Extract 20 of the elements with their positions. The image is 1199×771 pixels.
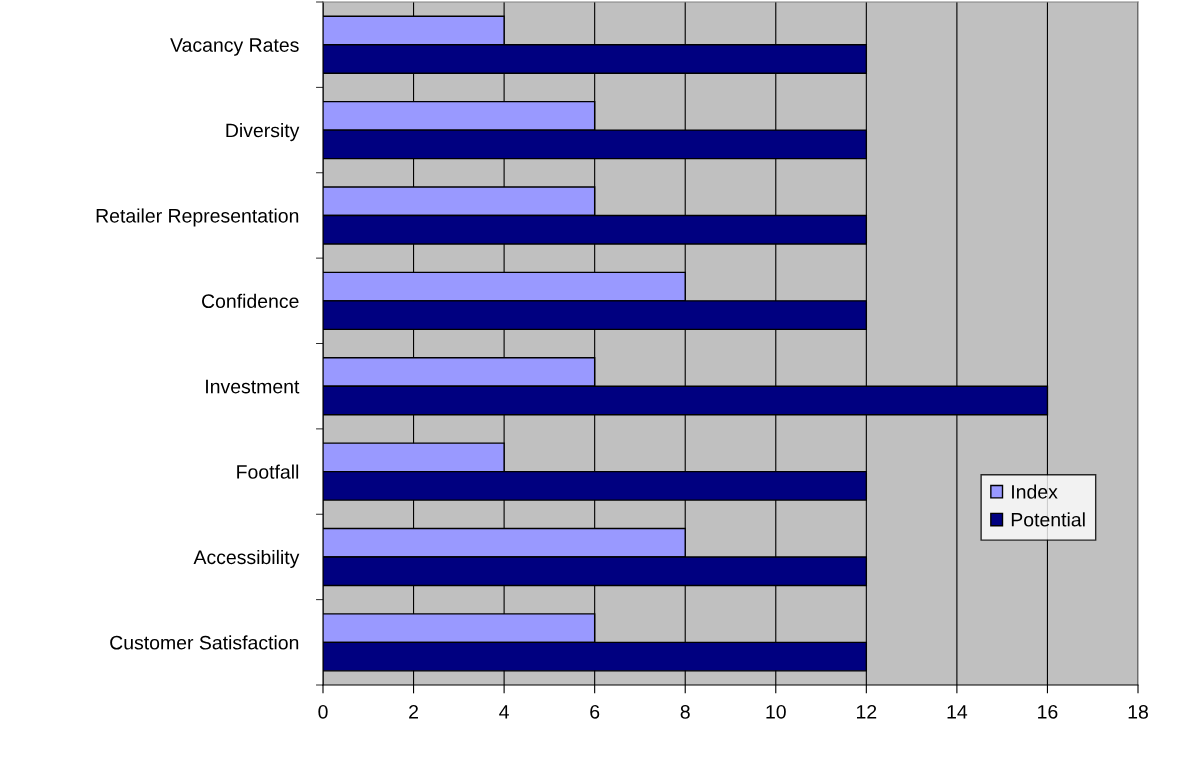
x-tick-label: 12	[857, 704, 877, 719]
y-tick-label: Retailer Representation	[96, 208, 299, 227]
x-tick-label: 4	[499, 705, 509, 719]
y-tick-label: Confidence	[202, 293, 299, 309]
x-tick-label: 14	[947, 705, 968, 719]
y-tick-label: Diversity	[226, 123, 300, 142]
x-tick-label: 0	[318, 704, 328, 719]
y-tick-label: Footfall	[237, 464, 299, 479]
x-tick-label: 8	[680, 704, 690, 719]
x-tick-label: 10	[766, 704, 786, 719]
legend-label: Potential	[1011, 512, 1085, 527]
x-tick-label: 16	[1038, 704, 1058, 719]
y-tick-label: Accessibility	[193, 549, 300, 569]
x-tick-label: 2	[409, 704, 418, 719]
y-tick-label: Investment	[206, 379, 300, 394]
y-tick-label: Vacancy Rates	[170, 38, 299, 56]
x-tick-label: 18	[1128, 704, 1148, 719]
x-tick-label: 6	[590, 704, 600, 719]
legend-label: Index	[1012, 484, 1058, 499]
y-tick-label: Customer Satisfaction	[110, 635, 299, 650]
